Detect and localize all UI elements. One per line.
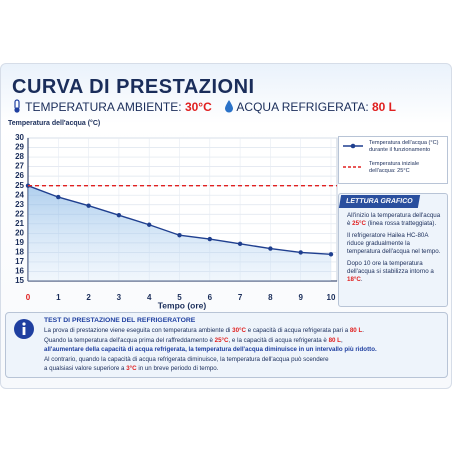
text-segment: , <box>340 336 343 344</box>
legend-entry: Temperatura dell'acqua (°C) durante il f… <box>369 140 439 153</box>
thermometer-icon <box>14 99 20 113</box>
data-point <box>147 222 152 227</box>
sidebar-title: LETTURA GRAFICO <box>338 195 420 208</box>
text-segment: e capacità di acqua refrigerata pari a <box>245 327 350 334</box>
x-tick-label: 0 <box>26 293 31 302</box>
text-segment: 18°C <box>347 276 361 283</box>
condition-label: ACQUA REFRIGERATA: <box>236 100 372 114</box>
x-tick-label: 6 <box>208 293 213 302</box>
x-tick-label: 10 <box>327 293 336 302</box>
x-tick-label: 7 <box>238 293 243 302</box>
data-point <box>237 241 243 247</box>
text-segment: Il refrigeratore Hailea HC-80A riduce gr… <box>347 232 441 255</box>
condition-value: 80 L <box>372 100 397 114</box>
y-tick-label: 24 <box>15 190 24 199</box>
legend-entry: Temperatura iniziale dell'acqua: 25°C <box>369 161 420 174</box>
info-text: La prova di prestazione viene eseguita c… <box>44 326 377 374</box>
data-point <box>298 250 303 255</box>
text-block: Al contrario, quando la capacità di acqu… <box>44 355 377 365</box>
conditions: TEMPERATURA AMBIENTE: 30°C ACQUA REFRIGE… <box>12 99 396 114</box>
y-axis-label: Temperatura dell'acqua (°C) <box>8 119 100 127</box>
text-segment: All'inizio la temperatura dell'acqua è <box>347 212 441 227</box>
y-tick-label: 18 <box>15 248 24 257</box>
x-tick-label: 3 <box>117 293 122 302</box>
legend-keys <box>343 143 363 168</box>
text-segment: 3°C <box>126 365 137 372</box>
text-segment: , e la capacità di acqua refrigerata è <box>228 336 329 344</box>
drop-icon <box>224 100 233 113</box>
y-tick-label: 28 <box>15 152 24 161</box>
text-segment: La prova di prestazione viene eseguita c… <box>44 327 233 334</box>
data-point <box>86 203 91 208</box>
text-block: Dopo 10 ore la temperatura dell'acqua si… <box>347 260 441 284</box>
text-block: La prova di prestazione viene eseguita c… <box>44 326 377 336</box>
text-segment: in un breve periodo di tempo. <box>136 365 219 372</box>
x-tick-label: 8 <box>268 293 273 302</box>
y-tick-label: 30 <box>15 133 24 142</box>
text-block: All'inizio la temperatura dell'acqua è 2… <box>347 212 441 228</box>
text-segment: Quando la temperatura dell'acqua prima d… <box>44 336 215 344</box>
info-box: TEST DI PRESTAZIONE DEL REFRIGERATORE La… <box>5 312 448 378</box>
sidebar: LETTURA GRAFICO All'inizio la temperatur… <box>338 193 448 307</box>
text-block: Il refrigeratore Hailea HC-80A riduce gr… <box>347 232 441 256</box>
data-point <box>56 194 61 200</box>
y-tick-label: 20 <box>15 228 24 237</box>
y-tick-label: 23 <box>15 200 24 209</box>
info-icon <box>14 319 34 339</box>
data-point <box>177 233 182 238</box>
data-point <box>116 213 122 218</box>
text-segment: 80 L <box>349 327 363 334</box>
y-tick-label: 25 <box>15 181 24 190</box>
text-segment: a qualsiasi valore superiore a <box>44 365 127 372</box>
title: CURVA DI PRESTAZIONI <box>12 76 255 98</box>
y-tick-label: 27 <box>15 162 24 171</box>
text-block: all'aumentare della capacità di acqua re… <box>44 345 377 355</box>
text-block: a qualsiasi valore superiore a 3°C in un… <box>44 364 377 374</box>
text-segment: . <box>362 327 364 334</box>
x-axis-label: Tempo (ore) <box>158 300 207 310</box>
condition-value: 30°C <box>184 100 212 114</box>
text-segment: 30°C <box>232 327 246 334</box>
x-tick-label: 4 <box>147 293 152 302</box>
data-point <box>268 246 273 251</box>
y-tick-label: 29 <box>15 143 24 152</box>
text-segment: all'aumentare della capacità di acqua re… <box>44 346 377 353</box>
text-segment: 25°C <box>352 220 366 227</box>
y-tick-label: 17 <box>15 257 24 266</box>
y-tick-label: 15 <box>15 276 24 285</box>
y-tick-label: 19 <box>15 238 24 247</box>
text-block: Quando la temperatura dell'acqua prima d… <box>44 336 377 346</box>
text-segment: Al contrario, quando la capacità di acqu… <box>44 355 329 363</box>
y-tick-label: 22 <box>15 209 24 218</box>
area-fill <box>28 185 331 281</box>
text-segment: (linea rossa tratteggiata). <box>366 220 437 227</box>
info-title: TEST DI PRESTAZIONE DEL REFRIGERATORE <box>44 317 196 324</box>
x-tick-label: 2 <box>86 293 91 302</box>
x-tick-label: 9 <box>298 293 303 302</box>
x-tick-label: 1 <box>56 293 61 302</box>
x-tick-label: 5 <box>177 293 182 302</box>
y-tick-label: 21 <box>15 219 24 228</box>
data-point <box>328 252 334 257</box>
y-tick-label: 16 <box>15 267 24 276</box>
data-point <box>207 236 212 242</box>
condition: ACQUA REFRIGERATA: 80 L <box>224 99 396 114</box>
legend: Temperatura dell'acqua (°C) durante il f… <box>338 136 448 184</box>
text-segment: 80 L <box>328 336 341 344</box>
text-segment: . <box>360 276 363 283</box>
text-segment: 25°C <box>214 336 229 344</box>
text-segment: Dopo 10 ore la temperatura dell'acqua si… <box>347 260 434 275</box>
condition-label: TEMPERATURA AMBIENTE: <box>25 100 185 114</box>
y-tick-label: 26 <box>15 171 24 180</box>
condition: TEMPERATURA AMBIENTE: 30°C <box>12 99 212 114</box>
